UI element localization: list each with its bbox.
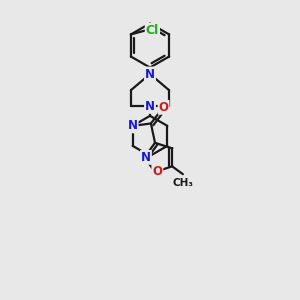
Text: O: O — [152, 165, 162, 178]
Text: Cl: Cl — [146, 23, 159, 37]
Text: CH₃: CH₃ — [173, 178, 194, 188]
Text: N: N — [141, 151, 151, 164]
Text: N: N — [145, 100, 155, 113]
Text: N: N — [145, 68, 155, 80]
Text: N: N — [128, 119, 138, 132]
Text: O: O — [159, 101, 169, 114]
